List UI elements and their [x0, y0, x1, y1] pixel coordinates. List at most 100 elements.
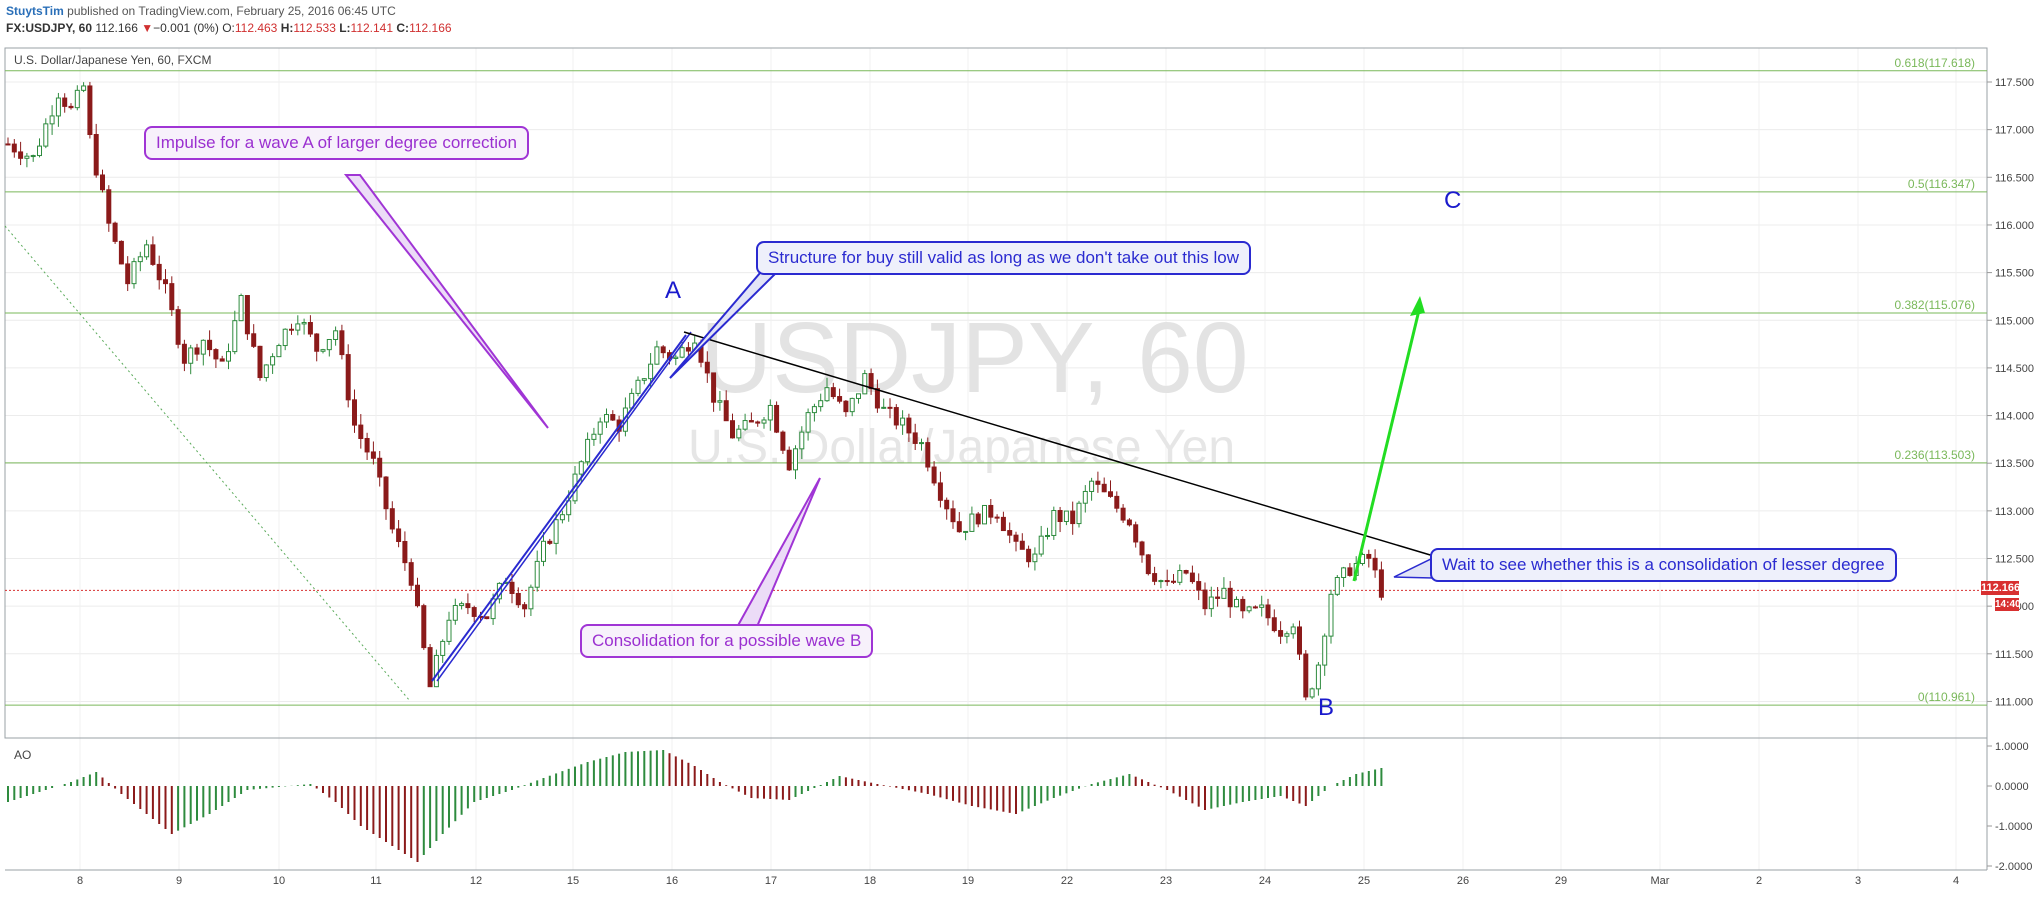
candle-body	[1089, 480, 1095, 492]
candle-body	[610, 414, 616, 421]
candle-body	[163, 279, 168, 285]
candle-body	[1120, 507, 1126, 521]
candle-body	[730, 420, 735, 439]
high-value: 112.533	[293, 21, 336, 35]
time-tick-label: 19	[962, 875, 974, 887]
candle-body	[364, 437, 370, 453]
candle-body	[1334, 576, 1340, 595]
candle-body	[1158, 580, 1164, 583]
candle-body	[767, 404, 773, 421]
candle-body	[131, 261, 137, 285]
candle-body	[597, 421, 603, 435]
wave-a-label[interactable]: A	[665, 277, 682, 304]
b-wave-trendline[interactable]	[683, 331, 1438, 558]
candle-body	[244, 295, 250, 335]
candle-body	[717, 400, 723, 403]
candle-body	[982, 504, 987, 525]
candle-body	[755, 421, 761, 424]
candle-body	[635, 379, 641, 394]
price-tick-label: 116.500	[1995, 172, 2034, 184]
candle-body	[1221, 587, 1227, 599]
channel-line-lower[interactable]	[431, 334, 687, 682]
candle-body	[881, 406, 887, 409]
candle-body	[541, 540, 546, 562]
candle-body	[471, 607, 477, 617]
candle-body	[660, 346, 666, 354]
candle-body	[81, 85, 87, 91]
wave-b-label[interactable]: B	[1318, 694, 1335, 721]
time-tick-label: Mar	[1651, 875, 1670, 887]
candle-body	[68, 105, 74, 109]
candle-body	[641, 378, 647, 381]
candle-body	[824, 387, 830, 402]
candle-body	[200, 339, 206, 355]
candle-body	[415, 584, 420, 607]
candle-body	[843, 400, 849, 413]
author-name[interactable]: StuytsTim	[6, 4, 64, 18]
candle-body	[263, 364, 269, 379]
candle-body	[1372, 557, 1378, 571]
fib-label: 0.5(116.347)	[1908, 177, 1975, 191]
candle-body	[679, 347, 685, 358]
price-tick-label: 116.000	[1995, 220, 2034, 232]
candle-body	[742, 420, 748, 430]
candle-body	[55, 97, 61, 117]
fib-label: 0.236(113.503)	[1894, 448, 1975, 462]
candle-body	[1284, 633, 1290, 637]
wave-c-label[interactable]: C	[1444, 187, 1462, 214]
candle-body	[276, 345, 282, 358]
structure-callout[interactable]: Structure for buy still valid as long as…	[756, 241, 1251, 275]
candle-body	[427, 647, 433, 688]
candle-body	[358, 424, 364, 439]
candle-body	[43, 123, 49, 147]
time-tick-label: 2	[1756, 875, 1762, 887]
candle-body	[736, 428, 742, 439]
candle-body	[856, 393, 861, 399]
candle-body	[830, 387, 836, 398]
candle-body	[1240, 598, 1246, 612]
publish-info: published on TradingView.com, February 2…	[67, 4, 396, 18]
candle-body	[339, 330, 345, 356]
consolidation-callout[interactable]: Consolidation for a possible wave B	[580, 624, 874, 658]
candle-body	[440, 640, 446, 656]
projection-arrow-shaft[interactable]	[1352, 305, 1422, 582]
candle-body	[1082, 490, 1088, 504]
wait-text: Wait to see whether this is a consolidat…	[1442, 555, 1885, 574]
price-tick-label: 117.500	[1995, 77, 2034, 89]
candle-body	[1183, 570, 1189, 574]
candle-body	[1271, 617, 1277, 632]
candle-body	[1227, 587, 1233, 608]
candle-body	[257, 345, 263, 379]
time-tick-label: 8	[77, 875, 83, 887]
candle-body	[761, 419, 767, 424]
candles	[5, 81, 1384, 701]
time-tick-label: 15	[567, 875, 579, 887]
candle-body	[528, 586, 534, 610]
fibonacci-levels[interactable]: 0.618(117.618) 0.5(116.347) 0.382(115.076)…	[5, 56, 1987, 706]
channel-line-upper[interactable]	[436, 331, 692, 682]
wait-pointer	[1393, 556, 1434, 579]
candle-body	[1303, 653, 1309, 698]
candle-body	[547, 540, 553, 544]
candle-body	[1202, 589, 1208, 610]
candle-body	[685, 347, 691, 352]
candle-body	[1007, 530, 1013, 536]
impulse-callout[interactable]: Impulse for a wave A of larger degree co…	[144, 126, 529, 160]
candle-body	[515, 592, 521, 606]
wait-callout[interactable]: Wait to see whether this is a consolidat…	[1430, 548, 1897, 582]
candle-body	[194, 347, 200, 355]
price-tick-label: 111.000	[1995, 696, 2033, 708]
price-tick-label: 115.500	[1995, 268, 2034, 280]
candle-body	[944, 499, 950, 510]
time-tick-label: 24	[1259, 875, 1271, 887]
candle-body	[465, 603, 471, 609]
candle-body	[874, 388, 880, 409]
candle-body	[106, 189, 112, 224]
projection-arrow-head	[1410, 296, 1425, 316]
candle-body	[389, 508, 395, 530]
dotted-trendline[interactable]	[4, 225, 411, 702]
candle-body	[370, 451, 376, 459]
candle-body	[238, 295, 244, 322]
time-tick-label: 23	[1160, 875, 1172, 887]
